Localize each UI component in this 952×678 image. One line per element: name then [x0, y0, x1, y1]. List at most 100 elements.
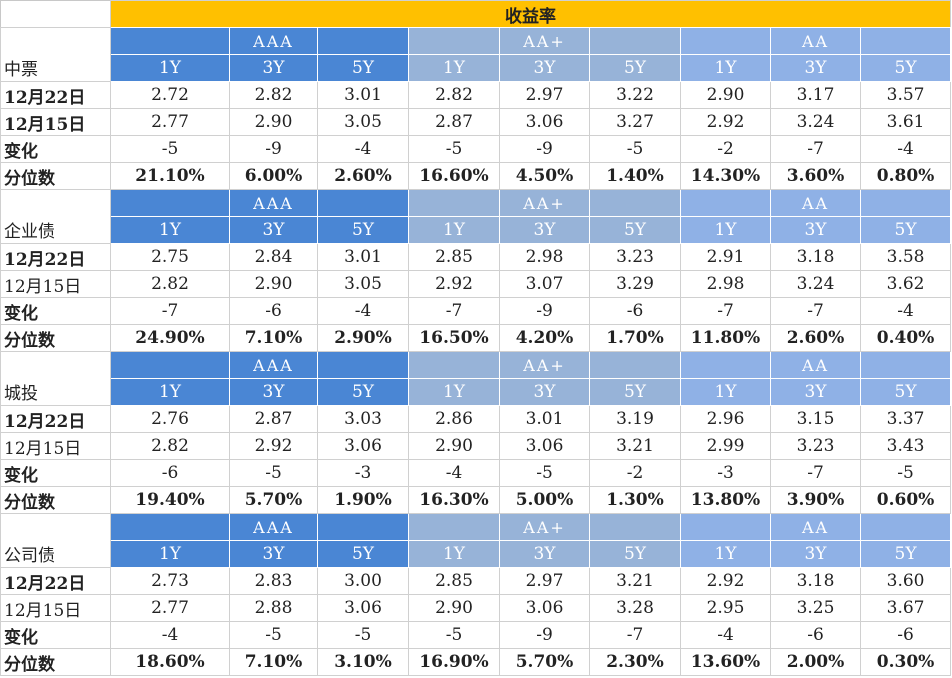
value-cell: -5 — [408, 135, 500, 163]
value-cell: 3.67 — [859, 594, 952, 622]
rating-band — [860, 27, 951, 55]
value-cell: 3.62 — [859, 270, 952, 298]
value-cell: 7.10% — [229, 324, 318, 352]
value-cell: -7 — [110, 297, 230, 325]
value-cell: 2.83 — [229, 567, 318, 595]
value-cell: 2.77 — [110, 108, 230, 136]
tenor-header-row: 1Y 3Y 5Y 1Y 3Y 5Y 1Y 3Y 5Y — [1, 216, 951, 244]
data-row: 分位数 24.90% 7.10% 2.90% 16.50% 4.20% 1.70% 11.80… — [0, 324, 952, 352]
rating-label: AAA — [229, 513, 318, 541]
value-cell: 2.75 — [110, 243, 230, 271]
row-label: 分位数 — [0, 648, 111, 676]
value-cell: 13.80% — [680, 486, 771, 514]
section-name: 公司债 — [0, 513, 111, 568]
value-cell: -4 — [317, 135, 409, 163]
value-cell: 3.29 — [589, 270, 681, 298]
value-cell: 0.60% — [859, 486, 952, 514]
value-cell: 2.72 — [110, 81, 230, 109]
value-cell: -6 — [110, 459, 230, 487]
value-cell: -3 — [317, 459, 409, 487]
value-cell: 3.18 — [770, 243, 861, 271]
value-cell: 3.05 — [317, 108, 409, 136]
row-label: 变化 — [0, 621, 111, 649]
value-cell: 2.60% — [317, 162, 409, 190]
value-cell: -4 — [317, 297, 409, 325]
tenor-label: 3Y — [229, 540, 318, 568]
value-cell: 3.07 — [499, 270, 590, 298]
value-cell: 3.57 — [859, 81, 952, 109]
value-cell: -7 — [680, 297, 771, 325]
value-cell: -6 — [589, 297, 681, 325]
value-cell: 0.80% — [859, 162, 952, 190]
value-cell: 24.90% — [110, 324, 230, 352]
value-cell: 18.60% — [110, 648, 230, 676]
rating-header-row: 城投 AAA AA+ AA — [0, 351, 951, 406]
data-row: 变化 -5 -9 -4 -5 -9 -5 -2 -7 -4 — [0, 135, 952, 163]
value-cell: 3.01 — [317, 81, 409, 109]
value-cell: 3.23 — [589, 243, 681, 271]
tenor-label: 5Y — [589, 378, 681, 406]
tenor-label: 3Y — [770, 540, 861, 568]
value-cell: -5 — [110, 135, 230, 163]
value-cell: 2.99 — [680, 432, 771, 460]
rating-band — [408, 351, 500, 379]
tenor-label: 5Y — [317, 216, 409, 244]
tenor-header-row: 1Y 3Y 5Y 1Y 3Y 5Y 1Y 3Y 5Y — [1, 54, 951, 82]
value-cell: 1.90% — [317, 486, 409, 514]
row-label: 12月15日 — [0, 270, 111, 298]
data-row: 12月15日 2.82 2.90 3.05 2.92 3.07 3.29 2.98 3.24 3.… — [0, 270, 952, 298]
value-cell: 3.17 — [770, 81, 861, 109]
tenor-label: 3Y — [229, 378, 318, 406]
value-cell: 3.06 — [317, 594, 409, 622]
rating-band — [589, 513, 681, 541]
value-cell: 2.96 — [680, 405, 771, 433]
rating-band — [860, 189, 951, 217]
value-cell: 21.10% — [110, 162, 230, 190]
value-cell: 16.50% — [408, 324, 500, 352]
value-cell: 2.98 — [680, 270, 771, 298]
rating-label: AA+ — [499, 513, 590, 541]
rating-band — [589, 27, 681, 55]
value-cell: -7 — [770, 297, 861, 325]
row-label: 12月22日 — [0, 567, 111, 595]
data-row: 分位数 18.60% 7.10% 3.10% 16.90% 5.70% 2.30% 13.60… — [0, 648, 952, 676]
value-cell: -7 — [408, 297, 500, 325]
value-cell: 2.97 — [499, 81, 590, 109]
value-cell: 3.15 — [770, 405, 861, 433]
value-cell: 3.10% — [317, 648, 409, 676]
value-cell: 2.90 — [680, 81, 771, 109]
tenor-label: 5Y — [589, 216, 681, 244]
tenor-label: 1Y — [680, 54, 771, 82]
rating-band — [317, 351, 409, 379]
data-row: 12月15日 2.82 2.92 3.06 2.90 3.06 3.21 2.99 3.23 3.… — [0, 432, 952, 460]
value-cell: -4 — [680, 621, 771, 649]
value-cell: 3.25 — [770, 594, 861, 622]
rating-band — [110, 351, 230, 379]
value-cell: 2.85 — [408, 567, 500, 595]
value-cell: 3.01 — [317, 243, 409, 271]
value-cell: 2.76 — [110, 405, 230, 433]
tenor-label: 1Y — [680, 216, 771, 244]
value-cell: 3.00 — [317, 567, 409, 595]
data-row: 分位数 19.40% 5.70% 1.90% 16.30% 5.00% 1.30% 13.80… — [0, 486, 952, 514]
value-cell: 2.82 — [110, 270, 230, 298]
tenor-label: 3Y — [499, 378, 590, 406]
value-cell: -7 — [770, 459, 861, 487]
tenor-label: 5Y — [860, 216, 951, 244]
rating-band — [408, 513, 500, 541]
row-label: 12月22日 — [0, 243, 111, 271]
value-cell: 2.88 — [229, 594, 318, 622]
value-cell: 3.18 — [770, 567, 861, 595]
value-cell: 2.91 — [680, 243, 771, 271]
rating-band — [680, 27, 771, 55]
value-cell: 2.77 — [110, 594, 230, 622]
value-cell: 3.19 — [589, 405, 681, 433]
rating-label: AA — [770, 351, 861, 379]
value-cell: -5 — [499, 459, 590, 487]
rating-band — [680, 513, 771, 541]
value-cell: 5.70% — [229, 486, 318, 514]
value-cell: 11.80% — [680, 324, 771, 352]
value-cell: 3.58 — [859, 243, 952, 271]
yield-header: 收益率 — [109, 0, 952, 28]
